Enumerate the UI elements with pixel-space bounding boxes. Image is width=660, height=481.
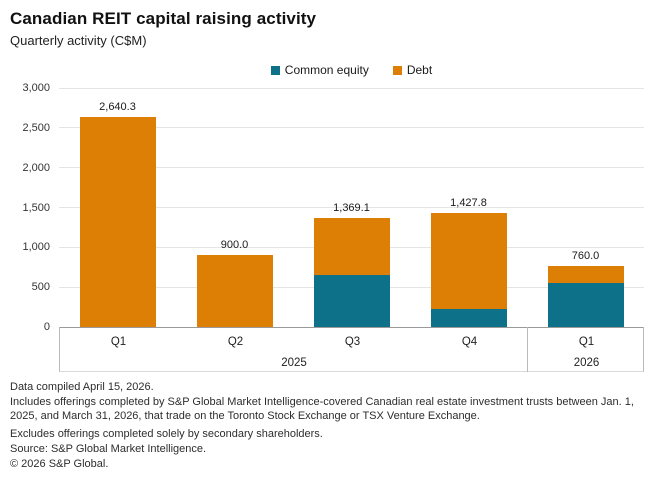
x-axis-baseline <box>59 326 644 328</box>
bar-total-label: 1,427.8 <box>450 197 487 210</box>
y-tick-label: 1,500 <box>22 201 50 214</box>
y-tick-label: 500 <box>31 281 50 294</box>
legend-label-debt: Debt <box>406 63 433 77</box>
legend-item-common-equity: Common equity <box>270 63 369 77</box>
chart-title: Canadian REIT capital raising activity <box>10 9 317 28</box>
x-tick-label: Q1 <box>110 336 127 348</box>
footnote-excludes: Excludes offerings completed solely by s… <box>10 428 323 440</box>
bar-total-label: 2,640.3 <box>99 100 136 113</box>
bar-total-label: 900.0 <box>220 239 249 252</box>
legend: Common equity Debt <box>59 63 644 77</box>
plot-area: 2,640.3 900.0 1,369.1 1,427.8 760.0 <box>59 87 644 328</box>
chart-subtitle: Quarterly activity (C$M) <box>10 33 147 48</box>
bar-segment-common-equity <box>313 275 390 327</box>
bar-segment-debt <box>547 266 624 283</box>
year-group-label: 2026 <box>573 357 600 369</box>
bar-segment-debt <box>313 217 390 276</box>
bar-total-label: 1,369.1 <box>333 201 370 214</box>
x-tick-label: Q2 <box>227 336 244 348</box>
y-tick-label: 3,000 <box>22 82 50 94</box>
gridline <box>59 167 644 169</box>
bar-segment-common-equity <box>547 282 624 327</box>
x-tick-label: Q4 <box>461 336 478 348</box>
y-tick-label: 2,000 <box>22 161 50 174</box>
footnote-includes: Includes offerings completed by S&P Glob… <box>10 396 634 422</box>
bar-segment-debt <box>430 213 507 310</box>
bar-segment-debt <box>196 255 273 327</box>
y-tick-label: 1,000 <box>22 241 50 254</box>
bar-segment-common-equity <box>430 309 507 327</box>
legend-swatch-debt-icon <box>392 65 402 75</box>
bar-segment-debt <box>79 116 156 327</box>
footnote-copyright: © 2026 S&P Global. <box>10 458 109 470</box>
bar-total-label: 760.0 <box>571 250 600 263</box>
legend-label-common-equity: Common equity <box>284 63 369 77</box>
footnote-source: Source: S&P Global Market Intelligence. <box>10 443 207 455</box>
x-axis: Q1 Q2 Q3 Q4 Q1 2025 2026 <box>59 327 644 372</box>
y-tick-label: 2,500 <box>22 121 50 134</box>
gridline <box>59 87 644 89</box>
year-group-label: 2025 <box>281 357 307 369</box>
x-tick-label: Q3 <box>344 336 361 348</box>
y-tick-label: 0 <box>43 321 50 333</box>
y-axis: 0 500 1,000 1,500 2,000 2,500 3,000 <box>0 82 50 333</box>
x-tick-label: Q1 <box>578 336 595 348</box>
gridline <box>59 127 644 129</box>
legend-swatch-common-equity-icon <box>270 65 280 75</box>
footnote-compiled: Data compiled April 15, 2026. <box>10 381 154 393</box>
year-group-divider <box>527 327 528 372</box>
legend-item-debt: Debt <box>392 63 433 77</box>
gridline <box>59 207 644 208</box>
